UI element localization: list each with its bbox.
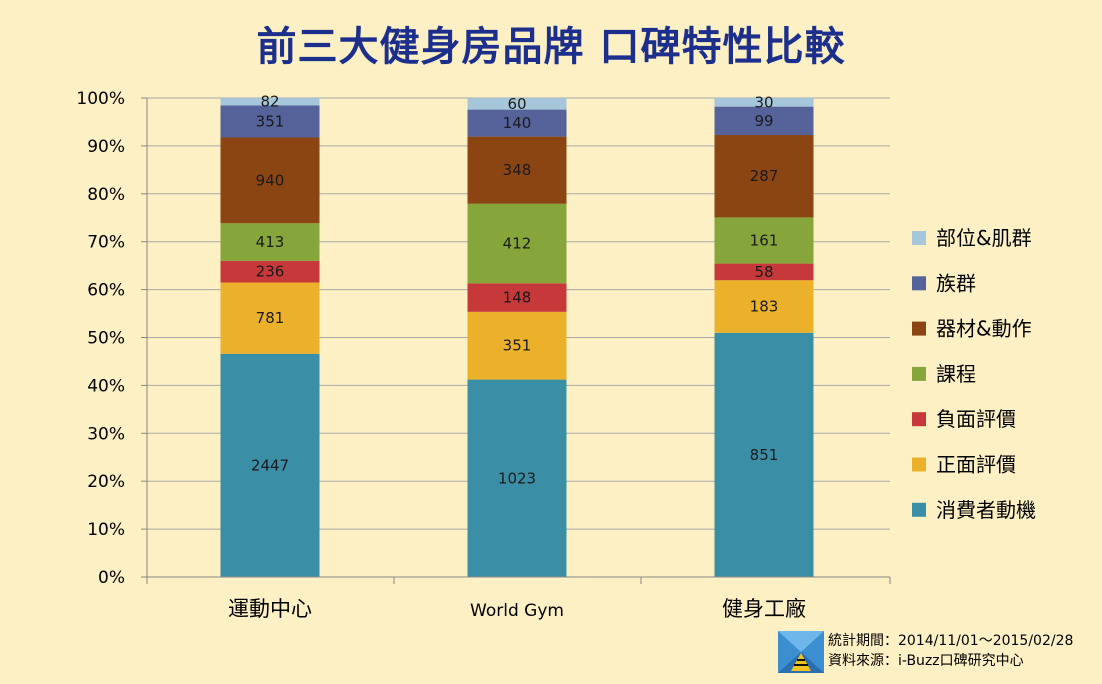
y-tick-label: 100% <box>76 89 125 109</box>
legend-label: 正面評價 <box>936 453 1016 477</box>
bar-segment <box>467 203 567 284</box>
bars: 2447781236413940351821023351148412348140… <box>220 93 814 577</box>
data-label: 851 <box>750 446 779 464</box>
data-label: 351 <box>256 112 285 130</box>
bar-segment <box>714 135 814 218</box>
legend-swatch <box>912 321 926 336</box>
data-label: 140 <box>503 114 532 132</box>
y-tick-label: 60% <box>87 281 125 301</box>
y-tick-label: 50% <box>87 329 125 349</box>
data-label: 781 <box>256 309 285 327</box>
bar-segment <box>714 263 814 281</box>
legend-label: 部位&肌群 <box>936 226 1032 250</box>
y-tick-label: 30% <box>87 424 125 444</box>
bar-segment <box>467 136 567 204</box>
y-tick-label: 80% <box>87 185 125 205</box>
legend-swatch <box>912 276 926 291</box>
legend-swatch <box>912 366 926 381</box>
data-label: 287 <box>750 167 779 185</box>
legend-swatch <box>912 231 926 245</box>
bar-segment <box>467 109 567 137</box>
legend-swatch <box>912 412 926 427</box>
bar-segment <box>220 137 320 224</box>
x-tick-label: World Gym <box>470 601 564 621</box>
bar-segment <box>220 260 320 283</box>
bar-segment <box>467 98 567 110</box>
legend-label: 器材&動作 <box>936 317 1032 341</box>
data-label: 183 <box>750 298 779 316</box>
data-label: 2447 <box>251 456 289 474</box>
bar-segment <box>220 105 320 138</box>
data-label: 60 <box>507 95 526 113</box>
legend-swatch <box>912 502 926 517</box>
footer-source: 資料來源：i-Buzz口碑研究中心 <box>828 653 1024 669</box>
y-tick-label: 70% <box>87 233 125 253</box>
axes: 0% 10% 20% 30% 40% 50% 60% 70% 80% 90% 100% 運動中心 Wor… <box>76 89 891 621</box>
bar-segment <box>714 332 814 577</box>
x-tick-label: 運動中心 <box>228 597 312 621</box>
data-label: 940 <box>256 171 285 189</box>
data-label: 148 <box>503 289 532 307</box>
legend-label: 族群 <box>936 271 976 295</box>
bar-segment <box>220 353 320 577</box>
data-label: 236 <box>256 263 285 281</box>
y-tick-label: 0% <box>98 568 125 588</box>
bar-segment <box>714 106 814 136</box>
data-label: 1023 <box>498 469 536 487</box>
y-tick-label: 10% <box>87 520 125 540</box>
bar-segment <box>220 282 320 354</box>
y-tick-label: 90% <box>87 137 125 157</box>
data-label: 161 <box>750 231 779 249</box>
data-label: 99 <box>754 112 773 130</box>
data-label: 413 <box>256 233 285 251</box>
data-label: 58 <box>754 263 773 281</box>
bar-segment <box>714 217 814 264</box>
footer: 統計期間：2014/11/01～2015/02/28 資料來源：i-Buzz口碑… <box>778 631 1098 675</box>
chart-title: 前三大健身房品牌 口碑特性比較 <box>256 24 846 70</box>
data-label: 351 <box>503 337 532 355</box>
legend-label: 負面評價 <box>936 407 1016 431</box>
bar-segment <box>220 223 320 261</box>
data-label: 82 <box>260 93 279 111</box>
bar-segment <box>467 283 567 312</box>
bar-segment <box>220 98 320 106</box>
y-tick-label: 20% <box>87 472 125 492</box>
bar-segment <box>467 379 567 577</box>
ibuzz-logo-icon <box>778 631 824 673</box>
bar-segment <box>714 98 814 107</box>
legend-label: 消費者動機 <box>936 498 1036 522</box>
bar-segment <box>467 311 567 380</box>
bar-segment <box>714 280 814 333</box>
footer-period: 統計期間：2014/11/01～2015/02/28 <box>828 633 1074 649</box>
legend-swatch <box>912 457 926 472</box>
data-label: 412 <box>503 235 532 253</box>
legend-label: 課程 <box>936 362 976 386</box>
data-label: 30 <box>754 93 773 111</box>
x-tick-label: 健身工廠 <box>722 597 806 621</box>
data-label: 348 <box>503 161 532 179</box>
y-tick-label: 40% <box>87 376 125 396</box>
